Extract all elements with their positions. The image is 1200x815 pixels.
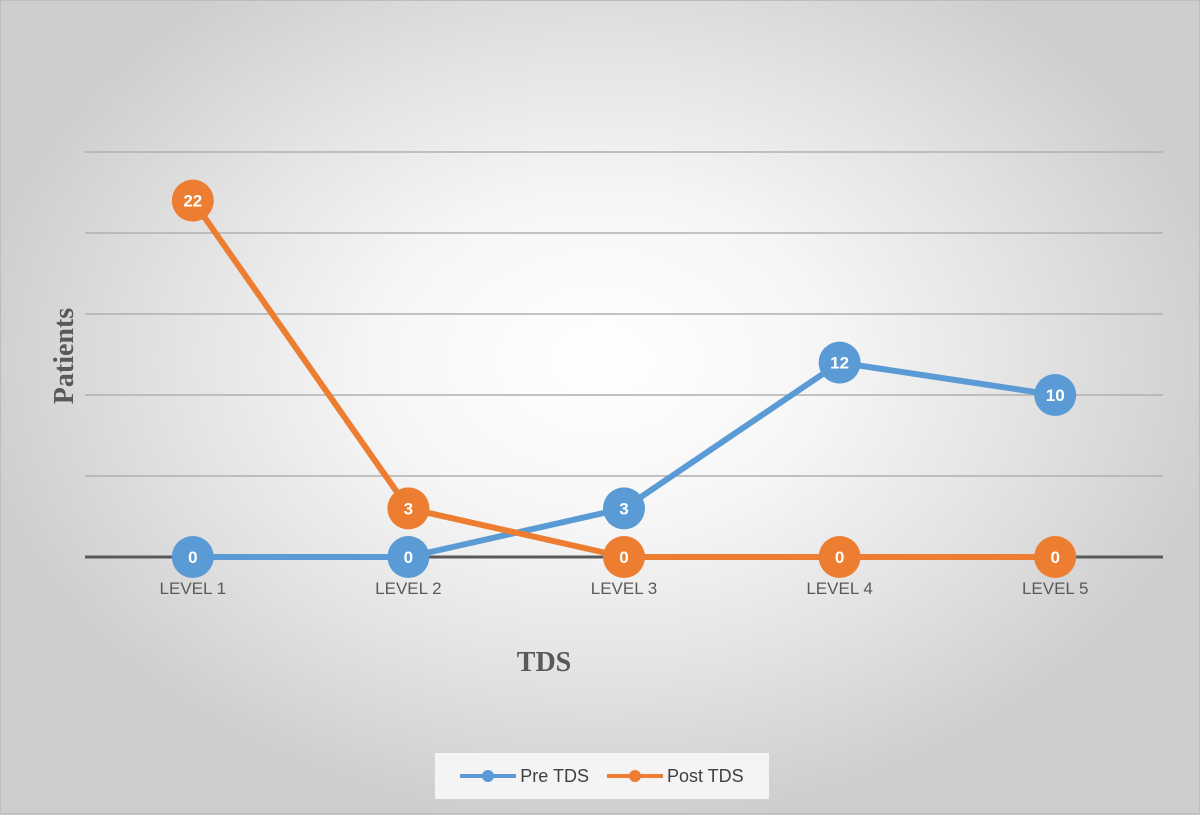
data-point-post-tds [387, 487, 430, 530]
x-tick-label: LEVEL 4 [806, 579, 872, 598]
data-label-pre-tds: 0 [188, 548, 197, 567]
series-layer: 0 0 3 12 10 22 3 0 0 0 [171, 179, 1077, 578]
data-point-post-tds [818, 536, 861, 578]
data-point-pre-tds [1034, 374, 1077, 416]
legend: Pre TDS Post TDS [435, 753, 769, 799]
data-label-pre-tds: 0 [404, 548, 413, 567]
data-label-pre-tds: 12 [830, 354, 849, 373]
data-point-pre-tds [603, 487, 645, 530]
legend-swatch-post-tds [606, 769, 663, 783]
data-point-post-tds [171, 179, 214, 222]
x-tick-labels: LEVEL 1 LEVEL 2 LEVEL 3 LEVEL 4 LEVEL 5 [160, 579, 1089, 598]
x-tick-label: LEVEL 1 [160, 579, 226, 598]
data-label-post-tds: 3 [404, 499, 413, 518]
x-tick-label: LEVEL 3 [591, 579, 657, 598]
gridlines [85, 151, 1163, 477]
legend-label-pre-tds: Pre TDS [520, 765, 589, 786]
legend-label-post-tds: Post TDS [666, 765, 744, 786]
data-label-post-tds: 22 [183, 192, 202, 211]
data-point-post-tds [603, 536, 645, 578]
data-point-pre-tds [171, 536, 214, 578]
data-point-pre-tds [818, 341, 861, 384]
legend-swatch-pre-tds [460, 769, 517, 783]
x-tick-label: LEVEL 5 [1022, 579, 1088, 598]
y-axis-title: Patients [49, 308, 80, 405]
data-label-post-tds: 0 [835, 548, 844, 567]
legend-entry-pre-tds: Pre TDS [460, 766, 589, 787]
data-label-pre-tds: 10 [1046, 386, 1065, 405]
legend-entry-post-tds: Post TDS [606, 765, 744, 787]
data-label-post-tds: 0 [1050, 548, 1059, 567]
data-label-pre-tds: 3 [619, 499, 628, 518]
x-axis-title: TDS [517, 647, 571, 678]
data-point-post-tds [1034, 536, 1077, 578]
data-point-pre-tds [387, 536, 430, 578]
data-label-post-tds: 0 [619, 548, 628, 567]
x-tick-label: LEVEL 2 [375, 579, 441, 598]
series-markers: 0 0 3 12 10 22 3 0 0 0 [171, 179, 1077, 578]
